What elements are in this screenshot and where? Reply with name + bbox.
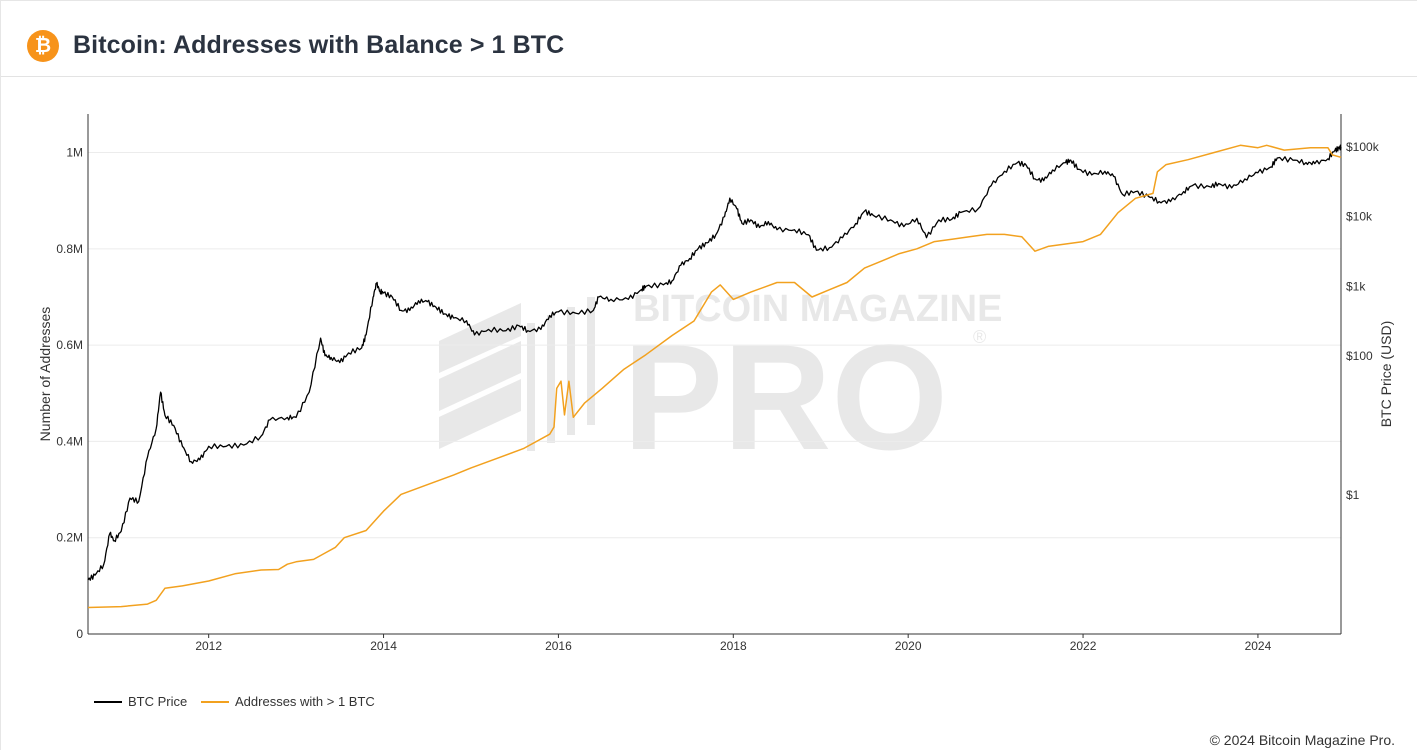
y-right-tick-label: $100k: [1346, 140, 1380, 154]
y-right-tick-label: $1: [1346, 488, 1360, 502]
legend-item-label[interactable]: Addresses with > 1 BTC: [235, 694, 375, 709]
chart-title: Bitcoin: Addresses with Balance > 1 BTC: [73, 31, 565, 59]
y-right-tick-label: $100: [1346, 349, 1373, 363]
copyright-notice: © 2024 Bitcoin Magazine Pro.: [1209, 732, 1395, 748]
y-right-tick-label: $10k: [1346, 210, 1373, 224]
y-left-tick-label: 0.2M: [56, 531, 83, 545]
chart-header: ₿ Bitcoin: Addresses with Balance > 1 BT…: [1, 1, 1417, 77]
legend[interactable]: BTC Price Addresses with > 1 BTC: [94, 694, 375, 709]
bitcoin-logo-icon: ₿: [27, 30, 59, 62]
x-tick-label: 2024: [1245, 639, 1272, 653]
series-line-btc-price[interactable]: [87, 144, 1342, 581]
y-left-tick-label: 1M: [66, 146, 83, 160]
watermark-registered: ®: [973, 327, 986, 347]
y-right-axis-title: BTC Price (USD): [1378, 321, 1394, 428]
watermark: BITCOIN MAGAZINE PRO ®: [439, 288, 1002, 481]
gridlines: [88, 152, 1341, 539]
watermark-line2: PRO: [623, 313, 948, 481]
y-left-tick-label: 0.4M: [56, 434, 83, 448]
x-tick-label: 2020: [895, 639, 922, 653]
x-tick-label: 2014: [370, 639, 397, 653]
x-tick-label: 2016: [545, 639, 572, 653]
series-lines[interactable]: [87, 144, 1342, 609]
y-right-tick-label: $1k: [1346, 279, 1366, 293]
y-left-tick-label: 0.6M: [56, 338, 83, 352]
y-left-tick-label: 0: [76, 627, 83, 641]
watermark-bars-icon: [439, 297, 595, 451]
axes: 0 0.2M 0.4M 0.6M 0.8M 1M $1 $100 $1k $10k $100k 201…: [37, 114, 1394, 653]
y-left-axis-title: Number of Addresses: [37, 307, 53, 442]
y-left-tick-label: 0.8M: [56, 242, 83, 256]
series-line-addresses[interactable]: [87, 144, 1342, 609]
x-tick-label: 2022: [1070, 639, 1097, 653]
x-tick-label: 2012: [195, 639, 222, 653]
x-tick-label: 2018: [720, 639, 747, 653]
legend-item-label[interactable]: BTC Price: [128, 694, 187, 709]
